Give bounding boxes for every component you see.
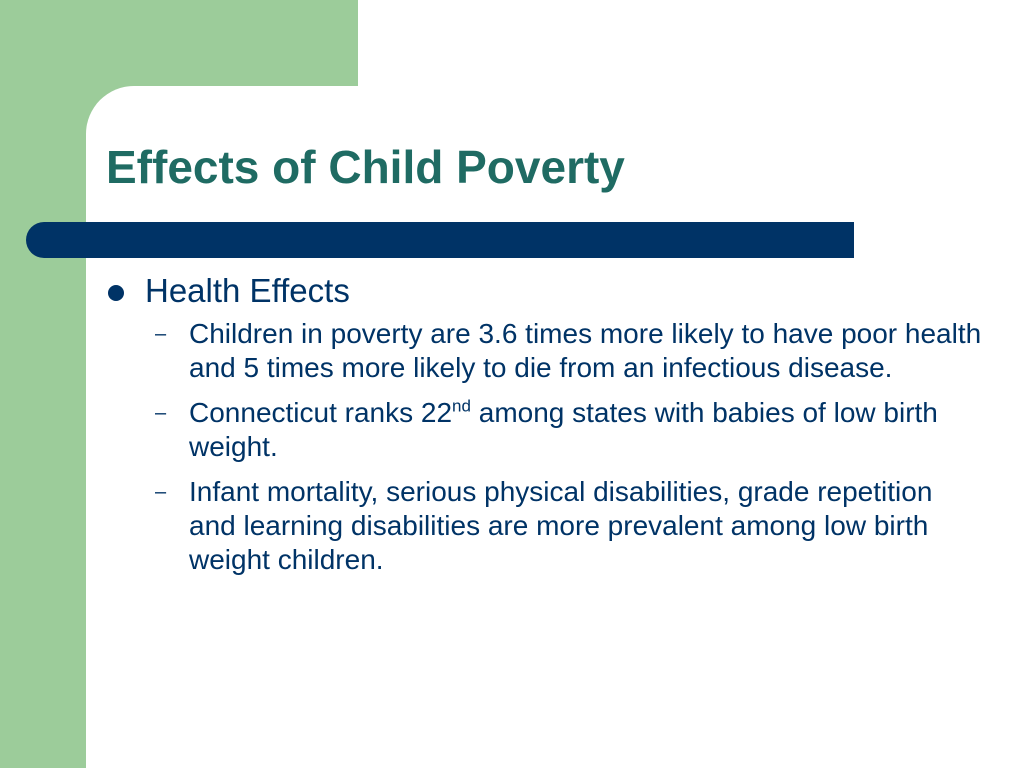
sub-bullet-text: Children in poverty are 3.6 times more l… bbox=[189, 318, 982, 383]
title-underline-bar bbox=[26, 222, 854, 258]
sub-bullet-list: – Children in poverty are 3.6 times more… bbox=[105, 317, 985, 577]
bullet-label: Health Effects bbox=[145, 272, 350, 309]
sub-bullet-item: – Children in poverty are 3.6 times more… bbox=[105, 317, 985, 385]
dash-icon: – bbox=[155, 402, 167, 424]
white-content-panel bbox=[86, 86, 1024, 768]
bullet-dot-icon bbox=[108, 285, 124, 301]
dash-icon: – bbox=[155, 481, 167, 503]
ordinal-superscript: nd bbox=[452, 396, 471, 416]
dash-icon: – bbox=[155, 323, 167, 345]
slide-content: Health Effects – Children in poverty are… bbox=[105, 271, 985, 588]
sub-bullet-item: – Infant mortality, serious physical dis… bbox=[105, 475, 985, 577]
bullet-health-effects: Health Effects bbox=[105, 271, 985, 311]
sub-bullet-text: Infant mortality, serious physical disab… bbox=[189, 476, 933, 575]
sub-bullet-text-before: Connecticut ranks 22 bbox=[189, 397, 453, 428]
slide-title: Effects of Child Poverty bbox=[106, 141, 625, 193]
sub-bullet-text-after: among states with babies of low birth we… bbox=[189, 397, 938, 462]
sub-bullet-item: – Connecticut ranks 22nd among states wi… bbox=[105, 396, 985, 464]
